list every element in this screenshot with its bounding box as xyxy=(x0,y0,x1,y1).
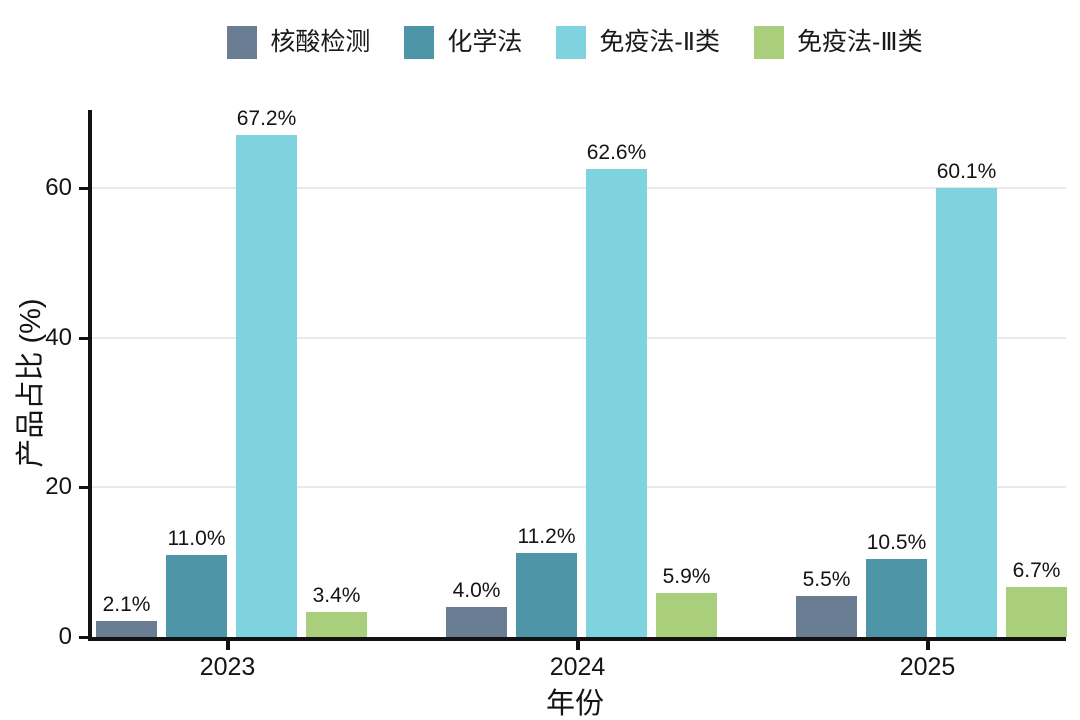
gridline xyxy=(92,336,1066,339)
bar-value-label: 5.5% xyxy=(802,568,851,591)
y-tick-label: 0 xyxy=(58,623,72,650)
bar-value-label: 62.6% xyxy=(586,141,647,164)
bar-2024-免疫法-Ⅲ类 xyxy=(656,593,717,637)
legend-item: 化学法 xyxy=(404,25,523,59)
y-tick-mark xyxy=(79,486,88,490)
bar-2024-核酸检测 xyxy=(446,607,507,637)
bar-2025-化学法 xyxy=(866,559,927,637)
legend: 核酸检测 化学法 免疫法-Ⅱ类 免疫法-Ⅲ类 xyxy=(88,22,1062,62)
y-tick-mark xyxy=(79,636,88,639)
legend-swatch xyxy=(556,25,587,59)
bar-value-label: 67.2% xyxy=(236,107,297,130)
y-tick-label: 60 xyxy=(45,174,72,202)
legend-label: 免疫法-Ⅱ类 xyxy=(599,27,721,56)
legend-label: 免疫法-Ⅲ类 xyxy=(797,27,923,56)
y-tick-label: 40 xyxy=(45,323,72,351)
bar-value-label: 11.0% xyxy=(167,527,226,550)
x-tick-mark xyxy=(925,641,930,650)
legend-item: 免疫法-Ⅱ类 xyxy=(556,25,721,59)
x-tick-label-2023: 2023 xyxy=(199,653,256,681)
legend-label: 核酸检测 xyxy=(270,27,371,56)
legend-swatch xyxy=(404,25,435,59)
x-tick-mark xyxy=(575,641,580,650)
bar-value-label: 2.1% xyxy=(102,593,151,616)
x-tick-mark xyxy=(225,641,230,650)
bar-value-label: 5.9% xyxy=(662,565,711,588)
bar-value-label: 60.1% xyxy=(936,160,997,183)
bar-value-label: 3.4% xyxy=(312,584,361,607)
bar-2025-免疫法-Ⅱ类 xyxy=(936,188,997,637)
x-axis-title: 年份 xyxy=(545,688,604,720)
legend-item: 核酸检测 xyxy=(227,25,371,59)
bar-2024-免疫法-Ⅱ类 xyxy=(586,169,647,637)
bar-2023-化学法 xyxy=(166,555,227,637)
bar-value-label: 6.7% xyxy=(1012,559,1061,582)
bar-value-label: 11.2% xyxy=(517,525,576,548)
bar-2025-核酸检测 xyxy=(796,596,857,637)
y-tick-mark xyxy=(79,187,88,191)
bar-2023-免疫法-Ⅲ类 xyxy=(306,612,367,637)
legend-swatch xyxy=(754,25,785,59)
bar-2023-免疫法-Ⅱ类 xyxy=(236,135,297,637)
legend-item: 免疫法-Ⅲ类 xyxy=(754,25,923,59)
bar-2024-化学法 xyxy=(516,553,577,637)
x-tick-label-2025: 2025 xyxy=(899,653,956,681)
legend-swatch xyxy=(227,25,258,59)
y-tick-mark xyxy=(79,336,88,340)
gridline xyxy=(92,486,1066,489)
gridline xyxy=(92,187,1066,190)
plot-area: 2.1% 11.0% 67.2% 3.4% 4.0% 11.2% 62.6% 5.9% 5.5%… xyxy=(88,107,1067,641)
bar-value-label: 10.5% xyxy=(866,531,927,554)
bar-value-label: 4.0% xyxy=(452,579,501,602)
y-tick-label: 20 xyxy=(45,473,72,501)
legend-label: 化学法 xyxy=(447,27,523,56)
bar-2023-核酸检测 xyxy=(96,621,157,637)
x-tick-label-2024: 2024 xyxy=(549,653,606,681)
bar-2025-免疫法-Ⅲ类 xyxy=(1006,587,1067,637)
